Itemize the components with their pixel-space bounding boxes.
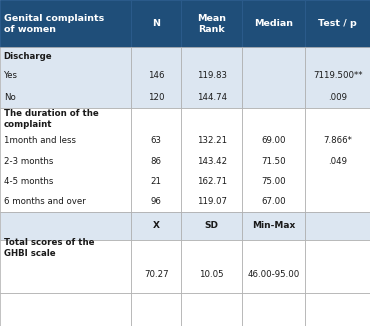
Bar [305, 293, 370, 326]
Bar [131, 0, 181, 47]
Text: 4-5 months: 4-5 months [4, 177, 53, 186]
Text: 7119.500**: 7119.500** [313, 71, 362, 81]
Text: 1month and less: 1month and less [4, 136, 76, 145]
Text: 119.83: 119.83 [197, 71, 227, 81]
Text: 132.21: 132.21 [197, 136, 227, 145]
Text: Test / p: Test / p [318, 19, 357, 28]
Text: The duration of the
complaint: The duration of the complaint [4, 109, 98, 129]
Text: 144.74: 144.74 [197, 93, 227, 101]
Text: SD: SD [205, 221, 219, 230]
Text: Genital complaints
of women: Genital complaints of women [4, 14, 104, 34]
Bar [242, 108, 305, 212]
Bar [305, 212, 370, 240]
Text: Discharge: Discharge [4, 52, 52, 61]
Text: Yes: Yes [4, 71, 18, 81]
Bar [131, 47, 181, 108]
Bar [0, 240, 131, 293]
Text: 69.00: 69.00 [262, 136, 286, 145]
Text: .049: .049 [328, 156, 347, 166]
Text: Mean
Rank: Mean Rank [197, 14, 226, 34]
Text: 146: 146 [148, 71, 165, 81]
Text: 70.27: 70.27 [144, 270, 169, 279]
Bar [131, 108, 181, 212]
Text: Total scores of the
GHBI scale: Total scores of the GHBI scale [4, 238, 94, 258]
Text: 119.07: 119.07 [197, 197, 227, 206]
Bar [0, 0, 131, 47]
Text: 67.00: 67.00 [262, 197, 286, 206]
Text: 21: 21 [151, 177, 162, 186]
Text: 63: 63 [151, 136, 162, 145]
Text: 71.50: 71.50 [262, 156, 286, 166]
Text: 75.00: 75.00 [262, 177, 286, 186]
Bar [181, 293, 242, 326]
Text: 2-3 months: 2-3 months [4, 156, 53, 166]
Bar [242, 47, 305, 108]
Text: Min-Max: Min-Max [252, 221, 295, 230]
Bar [0, 108, 131, 212]
Text: 162.71: 162.71 [197, 177, 227, 186]
Text: 7.866*: 7.866* [323, 136, 352, 145]
Text: 120: 120 [148, 93, 165, 101]
Bar [242, 212, 305, 240]
Text: 96: 96 [151, 197, 162, 206]
Bar [181, 240, 242, 293]
Bar [131, 212, 181, 240]
Bar [181, 0, 242, 47]
Text: 143.42: 143.42 [197, 156, 227, 166]
Bar [181, 47, 242, 108]
Bar [242, 0, 305, 47]
Bar [305, 0, 370, 47]
Text: Median: Median [254, 19, 293, 28]
Text: 10.05: 10.05 [199, 270, 224, 279]
Text: 46.00-95.00: 46.00-95.00 [248, 270, 300, 279]
Text: 86: 86 [151, 156, 162, 166]
Bar [131, 293, 181, 326]
Bar [242, 240, 305, 293]
Text: No: No [4, 93, 16, 101]
Bar [305, 240, 370, 293]
Bar [305, 47, 370, 108]
Bar [0, 47, 131, 108]
Bar [0, 293, 131, 326]
Bar [181, 108, 242, 212]
Text: 6 months and over: 6 months and over [4, 197, 85, 206]
Text: N: N [152, 19, 160, 28]
Text: X: X [153, 221, 160, 230]
Bar [242, 293, 305, 326]
Text: .009: .009 [328, 93, 347, 101]
Bar [131, 240, 181, 293]
Bar [305, 108, 370, 212]
Bar [0, 212, 131, 240]
Bar [181, 212, 242, 240]
